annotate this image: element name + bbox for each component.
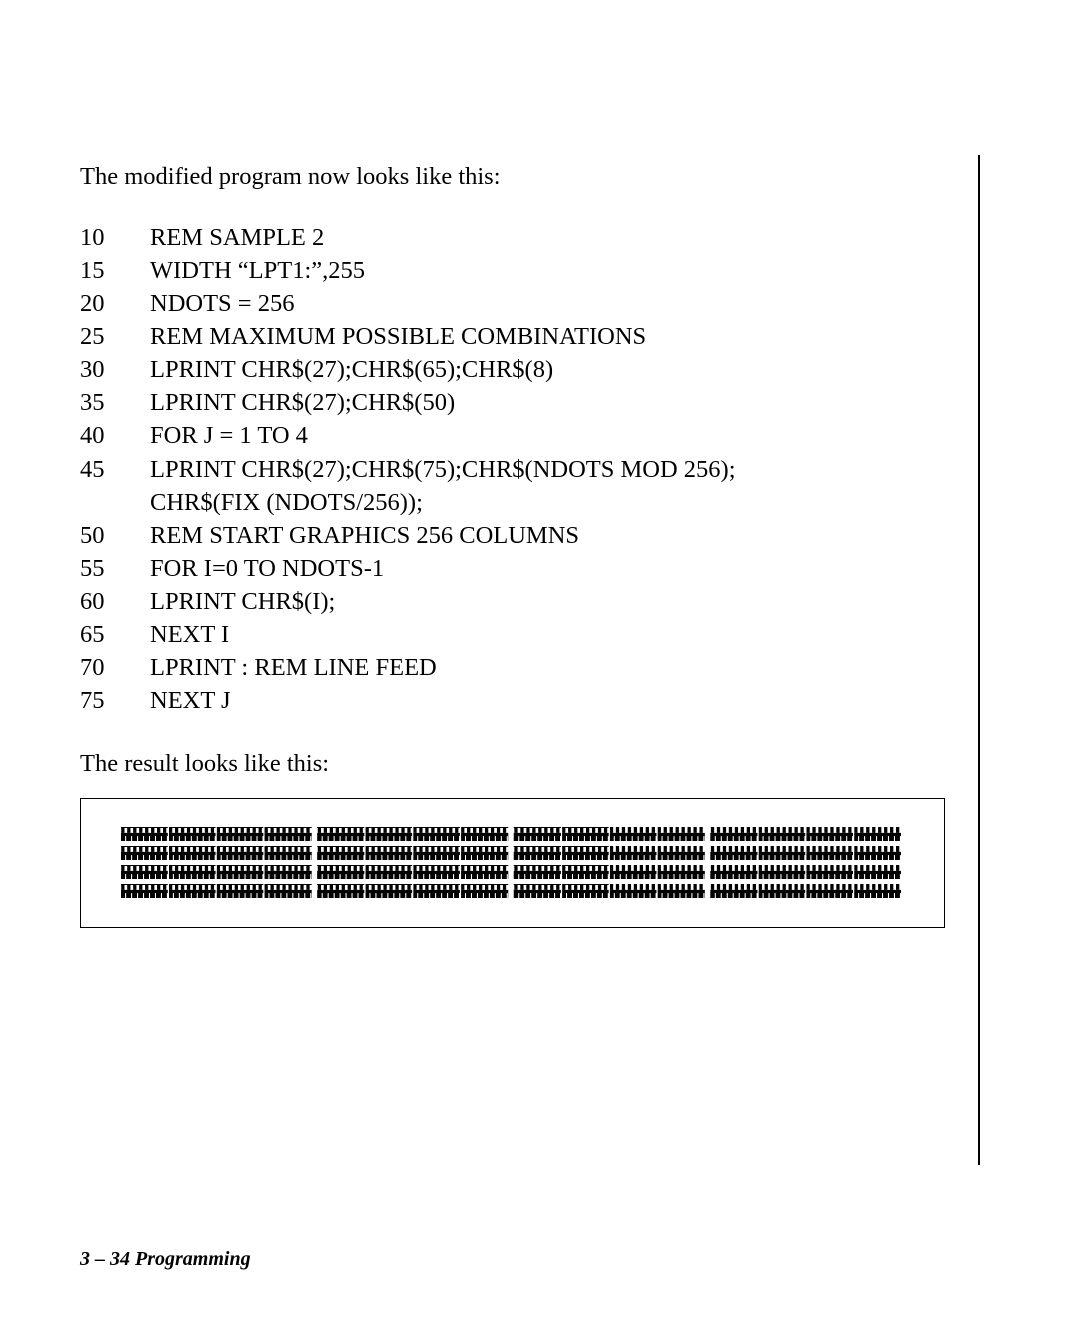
line-number: 65 <box>80 618 150 651</box>
statement: REM MAXIMUM POSSIBLE COMBINATIONS <box>150 320 980 353</box>
output-pattern <box>121 827 901 898</box>
code-line: 10REM SAMPLE 2 <box>80 221 980 254</box>
intro-text: The modified program now looks like this… <box>80 160 980 193</box>
statement: LPRINT CHR$(27);CHR$(50) <box>150 386 980 419</box>
statement: NEXT I <box>150 618 980 651</box>
statement: NDOTS = 256 <box>150 287 980 320</box>
statement-continuation: CHR$(FIX (NDOTS/256)); <box>80 486 980 519</box>
statement: WIDTH “LPT1:”,255 <box>150 254 980 287</box>
output-figure-box <box>80 798 945 928</box>
code-line: 75NEXT J <box>80 684 980 717</box>
statement: REM SAMPLE 2 <box>150 221 980 254</box>
statement: LPRINT : REM LINE FEED <box>150 651 980 684</box>
line-number: 15 <box>80 254 150 287</box>
code-line: 25REM MAXIMUM POSSIBLE COMBINATIONS <box>80 320 980 353</box>
page-footer: 3 – 34 Programming <box>80 1248 251 1271</box>
line-number: 10 <box>80 221 150 254</box>
line-number: 55 <box>80 552 150 585</box>
statement: REM START GRAPHICS 256 COLUMNS <box>150 519 980 552</box>
line-number: 70 <box>80 651 150 684</box>
code-line: 30LPRINT CHR$(27);CHR$(65);CHR$(8) <box>80 353 980 386</box>
line-number: 40 <box>80 419 150 452</box>
line-number: 50 <box>80 519 150 552</box>
code-line: 40FOR J = 1 TO 4 <box>80 419 980 452</box>
statement: FOR J = 1 TO 4 <box>150 419 980 452</box>
code-line: 20NDOTS = 256 <box>80 287 980 320</box>
statement: LPRINT CHR$(I); <box>150 585 980 618</box>
line-number: 75 <box>80 684 150 717</box>
statement: NEXT J <box>150 684 980 717</box>
right-margin-rule <box>978 155 980 1165</box>
line-number: 45 <box>80 453 150 486</box>
line-number: 60 <box>80 585 150 618</box>
line-number: 25 <box>80 320 150 353</box>
code-line: 70LPRINT : REM LINE FEED <box>80 651 980 684</box>
line-number: 30 <box>80 353 150 386</box>
outro-text: The result looks like this: <box>80 747 980 780</box>
line-number: 35 <box>80 386 150 419</box>
code-line: 35LPRINT CHR$(27);CHR$(50) <box>80 386 980 419</box>
code-line: 50REM START GRAPHICS 256 COLUMNS <box>80 519 980 552</box>
code-line: 45LPRINT CHR$(27);CHR$(75);CHR$(NDOTS MO… <box>80 453 980 486</box>
statement: LPRINT CHR$(27);CHR$(75);CHR$(NDOTS MOD … <box>150 453 980 486</box>
code-line: 15WIDTH “LPT1:”,255 <box>80 254 980 287</box>
code-listing: 10REM SAMPLE 215WIDTH “LPT1:”,25520NDOTS… <box>80 221 980 717</box>
statement: LPRINT CHR$(27);CHR$(65);CHR$(8) <box>150 353 980 386</box>
code-line: 55FOR I=0 TO NDOTS-1 <box>80 552 980 585</box>
code-line: 65NEXT I <box>80 618 980 651</box>
page: The modified program now looks like this… <box>0 0 1080 1331</box>
code-line: 60LPRINT CHR$(I); <box>80 585 980 618</box>
statement: FOR I=0 TO NDOTS-1 <box>150 552 980 585</box>
line-number: 20 <box>80 287 150 320</box>
